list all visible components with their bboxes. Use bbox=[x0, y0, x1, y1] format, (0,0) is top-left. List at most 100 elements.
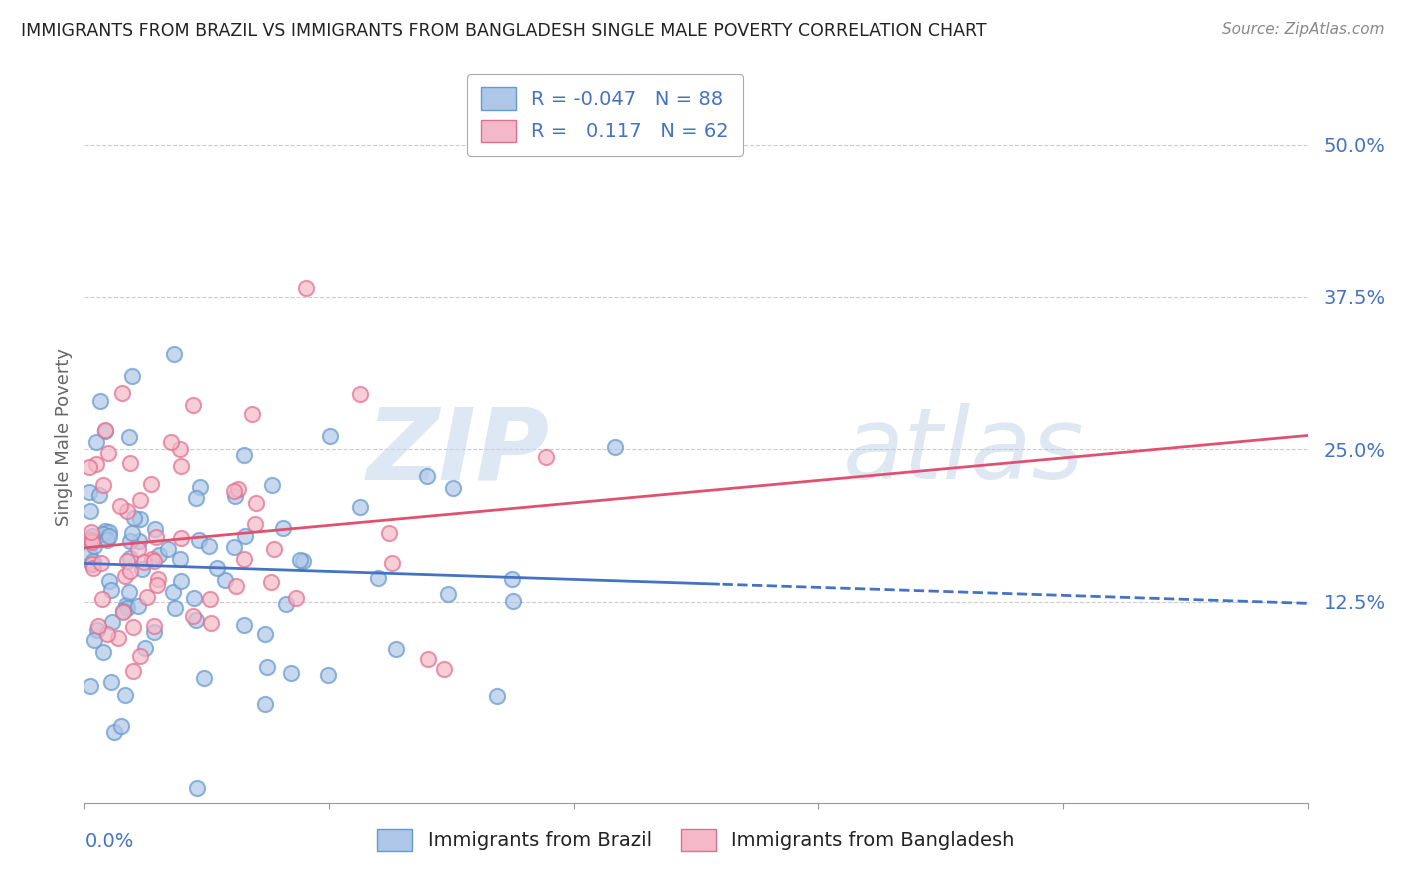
Point bbox=[319, 429, 342, 443]
Point bbox=[97, 574, 120, 588]
Point bbox=[79, 504, 101, 518]
Point bbox=[188, 480, 211, 494]
Point bbox=[77, 547, 100, 561]
Point bbox=[233, 448, 256, 462]
Point bbox=[142, 619, 165, 633]
Point bbox=[276, 597, 298, 611]
Y-axis label: Single Male Poverty: Single Male Poverty bbox=[55, 348, 73, 526]
Point bbox=[183, 591, 205, 606]
Point bbox=[89, 488, 111, 502]
Point bbox=[91, 477, 114, 491]
Point bbox=[285, 591, 308, 605]
Point bbox=[98, 524, 121, 539]
Point bbox=[91, 592, 114, 607]
Point bbox=[145, 530, 167, 544]
Point bbox=[132, 555, 155, 569]
Point bbox=[118, 430, 141, 444]
Point bbox=[121, 369, 143, 384]
Point bbox=[114, 688, 136, 702]
Point bbox=[170, 531, 193, 545]
Point bbox=[184, 491, 207, 505]
Text: Source: ZipAtlas.com: Source: ZipAtlas.com bbox=[1222, 22, 1385, 37]
Point bbox=[142, 625, 165, 640]
Point bbox=[131, 562, 153, 576]
Point bbox=[156, 542, 179, 557]
Point bbox=[94, 524, 117, 538]
Point bbox=[316, 668, 339, 682]
Point bbox=[89, 393, 111, 408]
Point bbox=[290, 553, 312, 567]
Point bbox=[103, 724, 125, 739]
Point bbox=[112, 605, 135, 619]
Point bbox=[80, 558, 103, 572]
Point bbox=[118, 534, 141, 549]
Point bbox=[165, 601, 187, 615]
Point bbox=[129, 512, 152, 526]
Point bbox=[128, 493, 150, 508]
Point bbox=[84, 434, 107, 449]
Point bbox=[222, 484, 245, 499]
Point bbox=[127, 599, 149, 613]
Point bbox=[79, 679, 101, 693]
Point bbox=[184, 613, 207, 627]
Point bbox=[163, 347, 186, 361]
Point bbox=[181, 609, 204, 624]
Point bbox=[242, 407, 264, 421]
Point bbox=[82, 529, 104, 543]
Point bbox=[291, 554, 314, 568]
Point bbox=[263, 542, 285, 557]
Point bbox=[187, 533, 209, 547]
Point bbox=[280, 666, 302, 681]
Point bbox=[235, 529, 257, 543]
Point bbox=[224, 489, 246, 503]
Point bbox=[170, 574, 193, 588]
Point bbox=[80, 558, 103, 572]
Point bbox=[115, 554, 138, 568]
Point bbox=[84, 457, 107, 471]
Point bbox=[349, 500, 371, 514]
Point bbox=[253, 698, 276, 712]
Point bbox=[82, 535, 104, 549]
Point bbox=[112, 604, 135, 618]
Point bbox=[96, 627, 118, 641]
Point bbox=[86, 623, 108, 637]
Point bbox=[100, 615, 122, 629]
Point bbox=[207, 561, 229, 575]
Point bbox=[485, 689, 508, 703]
Point bbox=[91, 526, 114, 541]
Point bbox=[502, 594, 524, 608]
Point bbox=[260, 575, 283, 590]
Point bbox=[243, 517, 266, 532]
Point bbox=[114, 569, 136, 583]
Point bbox=[200, 615, 222, 630]
Point bbox=[233, 617, 256, 632]
Point bbox=[100, 582, 122, 597]
Point bbox=[433, 662, 456, 676]
Point bbox=[82, 554, 104, 568]
Point bbox=[437, 587, 460, 601]
Point bbox=[127, 542, 149, 557]
Point bbox=[441, 481, 464, 495]
Legend: Immigrants from Brazil, Immigrants from Bangladesh: Immigrants from Brazil, Immigrants from … bbox=[370, 821, 1022, 859]
Point bbox=[117, 504, 139, 518]
Point bbox=[159, 435, 181, 450]
Point bbox=[115, 600, 138, 615]
Point bbox=[349, 387, 371, 401]
Point bbox=[603, 441, 626, 455]
Point bbox=[110, 719, 132, 733]
Point bbox=[224, 540, 246, 554]
Point bbox=[262, 478, 284, 492]
Point bbox=[90, 556, 112, 570]
Point bbox=[214, 573, 236, 587]
Point bbox=[233, 551, 256, 566]
Point bbox=[110, 386, 132, 401]
Point bbox=[121, 526, 143, 541]
Point bbox=[94, 424, 117, 438]
Point bbox=[83, 632, 105, 647]
Point bbox=[121, 665, 143, 679]
Point bbox=[100, 674, 122, 689]
Point bbox=[118, 550, 141, 565]
Point bbox=[87, 619, 110, 633]
Point bbox=[98, 529, 121, 543]
Point bbox=[256, 660, 278, 674]
